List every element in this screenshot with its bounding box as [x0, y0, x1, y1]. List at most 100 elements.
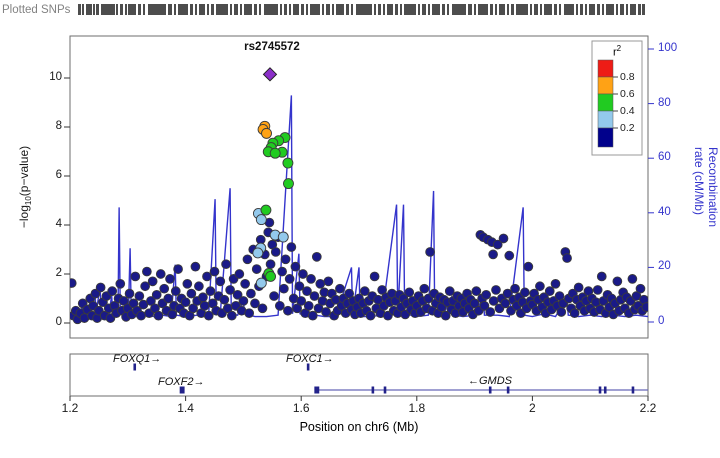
rug-mark — [306, 4, 308, 15]
rug-mark — [101, 4, 115, 15]
snp-point — [165, 274, 175, 284]
rug-mark — [259, 4, 261, 15]
rug-mark — [336, 4, 344, 15]
rug-mark — [125, 4, 127, 15]
rug-mark — [138, 4, 141, 15]
rug-mark — [620, 4, 624, 15]
snp-point — [471, 286, 482, 297]
legend-swatch — [597, 110, 614, 129]
top-snp-label: rs2745572 — [244, 41, 300, 53]
snp-point — [242, 254, 253, 265]
snp-point — [219, 294, 230, 305]
gene-exon — [314, 386, 317, 394]
rug-mark — [199, 4, 205, 15]
main-plot-border — [69, 35, 649, 339]
rug-mark — [495, 4, 497, 15]
rug-mark — [86, 4, 92, 15]
rug-mark — [447, 4, 449, 15]
rug-mark — [96, 4, 99, 15]
rug-mark — [93, 4, 95, 15]
rug-mark — [240, 4, 242, 15]
rug-mark — [511, 4, 514, 15]
snp-point — [307, 310, 318, 321]
rug-mark — [597, 4, 600, 15]
gene-foxq1 — [133, 363, 137, 371]
plotted-snps-rug — [78, 4, 645, 15]
snp-point — [118, 296, 129, 306]
snp-point — [282, 157, 294, 169]
rug-mark — [516, 4, 528, 15]
rug-mark — [400, 4, 402, 15]
rug-mark — [190, 4, 193, 15]
rug-mark — [554, 4, 557, 15]
rug-mark — [346, 4, 349, 15]
snp-point — [556, 307, 567, 317]
snp-point — [260, 204, 272, 216]
snp-point — [232, 289, 243, 300]
gene-foxc1 — [306, 363, 310, 371]
snp-point — [479, 301, 490, 311]
rug-mark — [332, 4, 334, 15]
snp-point — [277, 266, 287, 277]
rug-mark — [422, 4, 426, 15]
y-left-tick-label: 8 — [55, 120, 62, 132]
rug-mark — [383, 4, 385, 15]
snp-point — [535, 281, 545, 292]
snp-point — [562, 253, 572, 263]
rug-mark — [128, 4, 136, 15]
gene-track — [133, 363, 648, 394]
snp-point — [199, 301, 210, 311]
snp-point — [359, 286, 370, 297]
snp-point — [238, 296, 249, 306]
rug-mark — [468, 4, 472, 15]
snp-point — [205, 286, 216, 297]
gene-label-foxc1: FOXC1→ — [286, 353, 334, 365]
snp-point — [311, 252, 322, 262]
gene-exon — [316, 386, 320, 394]
snp-point — [492, 239, 503, 250]
snp-point — [155, 269, 166, 279]
snp-point — [488, 249, 498, 260]
snp-point — [425, 247, 435, 257]
snp-point — [283, 305, 293, 316]
rug-mark — [244, 4, 252, 15]
snp-point — [504, 250, 515, 261]
snp-point — [261, 127, 272, 139]
gene-label-foxf2: FOXF2→ — [158, 376, 205, 388]
rug-mark — [404, 4, 416, 15]
gene-exon — [603, 386, 607, 394]
snp-point — [365, 310, 376, 321]
rug-mark — [442, 4, 445, 15]
y-right-tick-label: 100 — [658, 42, 678, 54]
gene-exon — [598, 386, 602, 394]
snp-point — [404, 287, 415, 298]
snp-point — [294, 281, 305, 292]
snp-point — [296, 296, 307, 306]
x-axis-tick-label: 1.8 — [408, 401, 426, 415]
y-left-title-sub: 10 — [24, 196, 34, 206]
rug-mark — [174, 4, 176, 15]
gene-exon — [488, 386, 492, 394]
y-right-tick-label: 20 — [658, 260, 671, 273]
snp-point — [569, 308, 580, 319]
x-axis-tick-label: 1.4 — [177, 401, 194, 415]
rug-mark — [234, 4, 238, 15]
rug-mark — [254, 4, 257, 15]
snp-point — [444, 286, 455, 297]
snp-point — [419, 283, 430, 294]
snp-point — [251, 264, 262, 274]
series-r2-0.6-0.8-orange — [257, 120, 272, 139]
rug-mark — [301, 4, 304, 15]
snp-point — [523, 261, 534, 272]
legend-label-02: 0.2 — [620, 122, 635, 134]
snp-point — [250, 298, 260, 309]
rug-mark — [576, 4, 578, 15]
rug-mark — [602, 4, 604, 15]
snp-point — [151, 289, 162, 300]
rug-mark — [374, 4, 376, 15]
snp-point — [244, 308, 255, 319]
snp-point — [612, 276, 623, 287]
snp-point — [146, 296, 156, 306]
snp-point — [186, 288, 197, 299]
